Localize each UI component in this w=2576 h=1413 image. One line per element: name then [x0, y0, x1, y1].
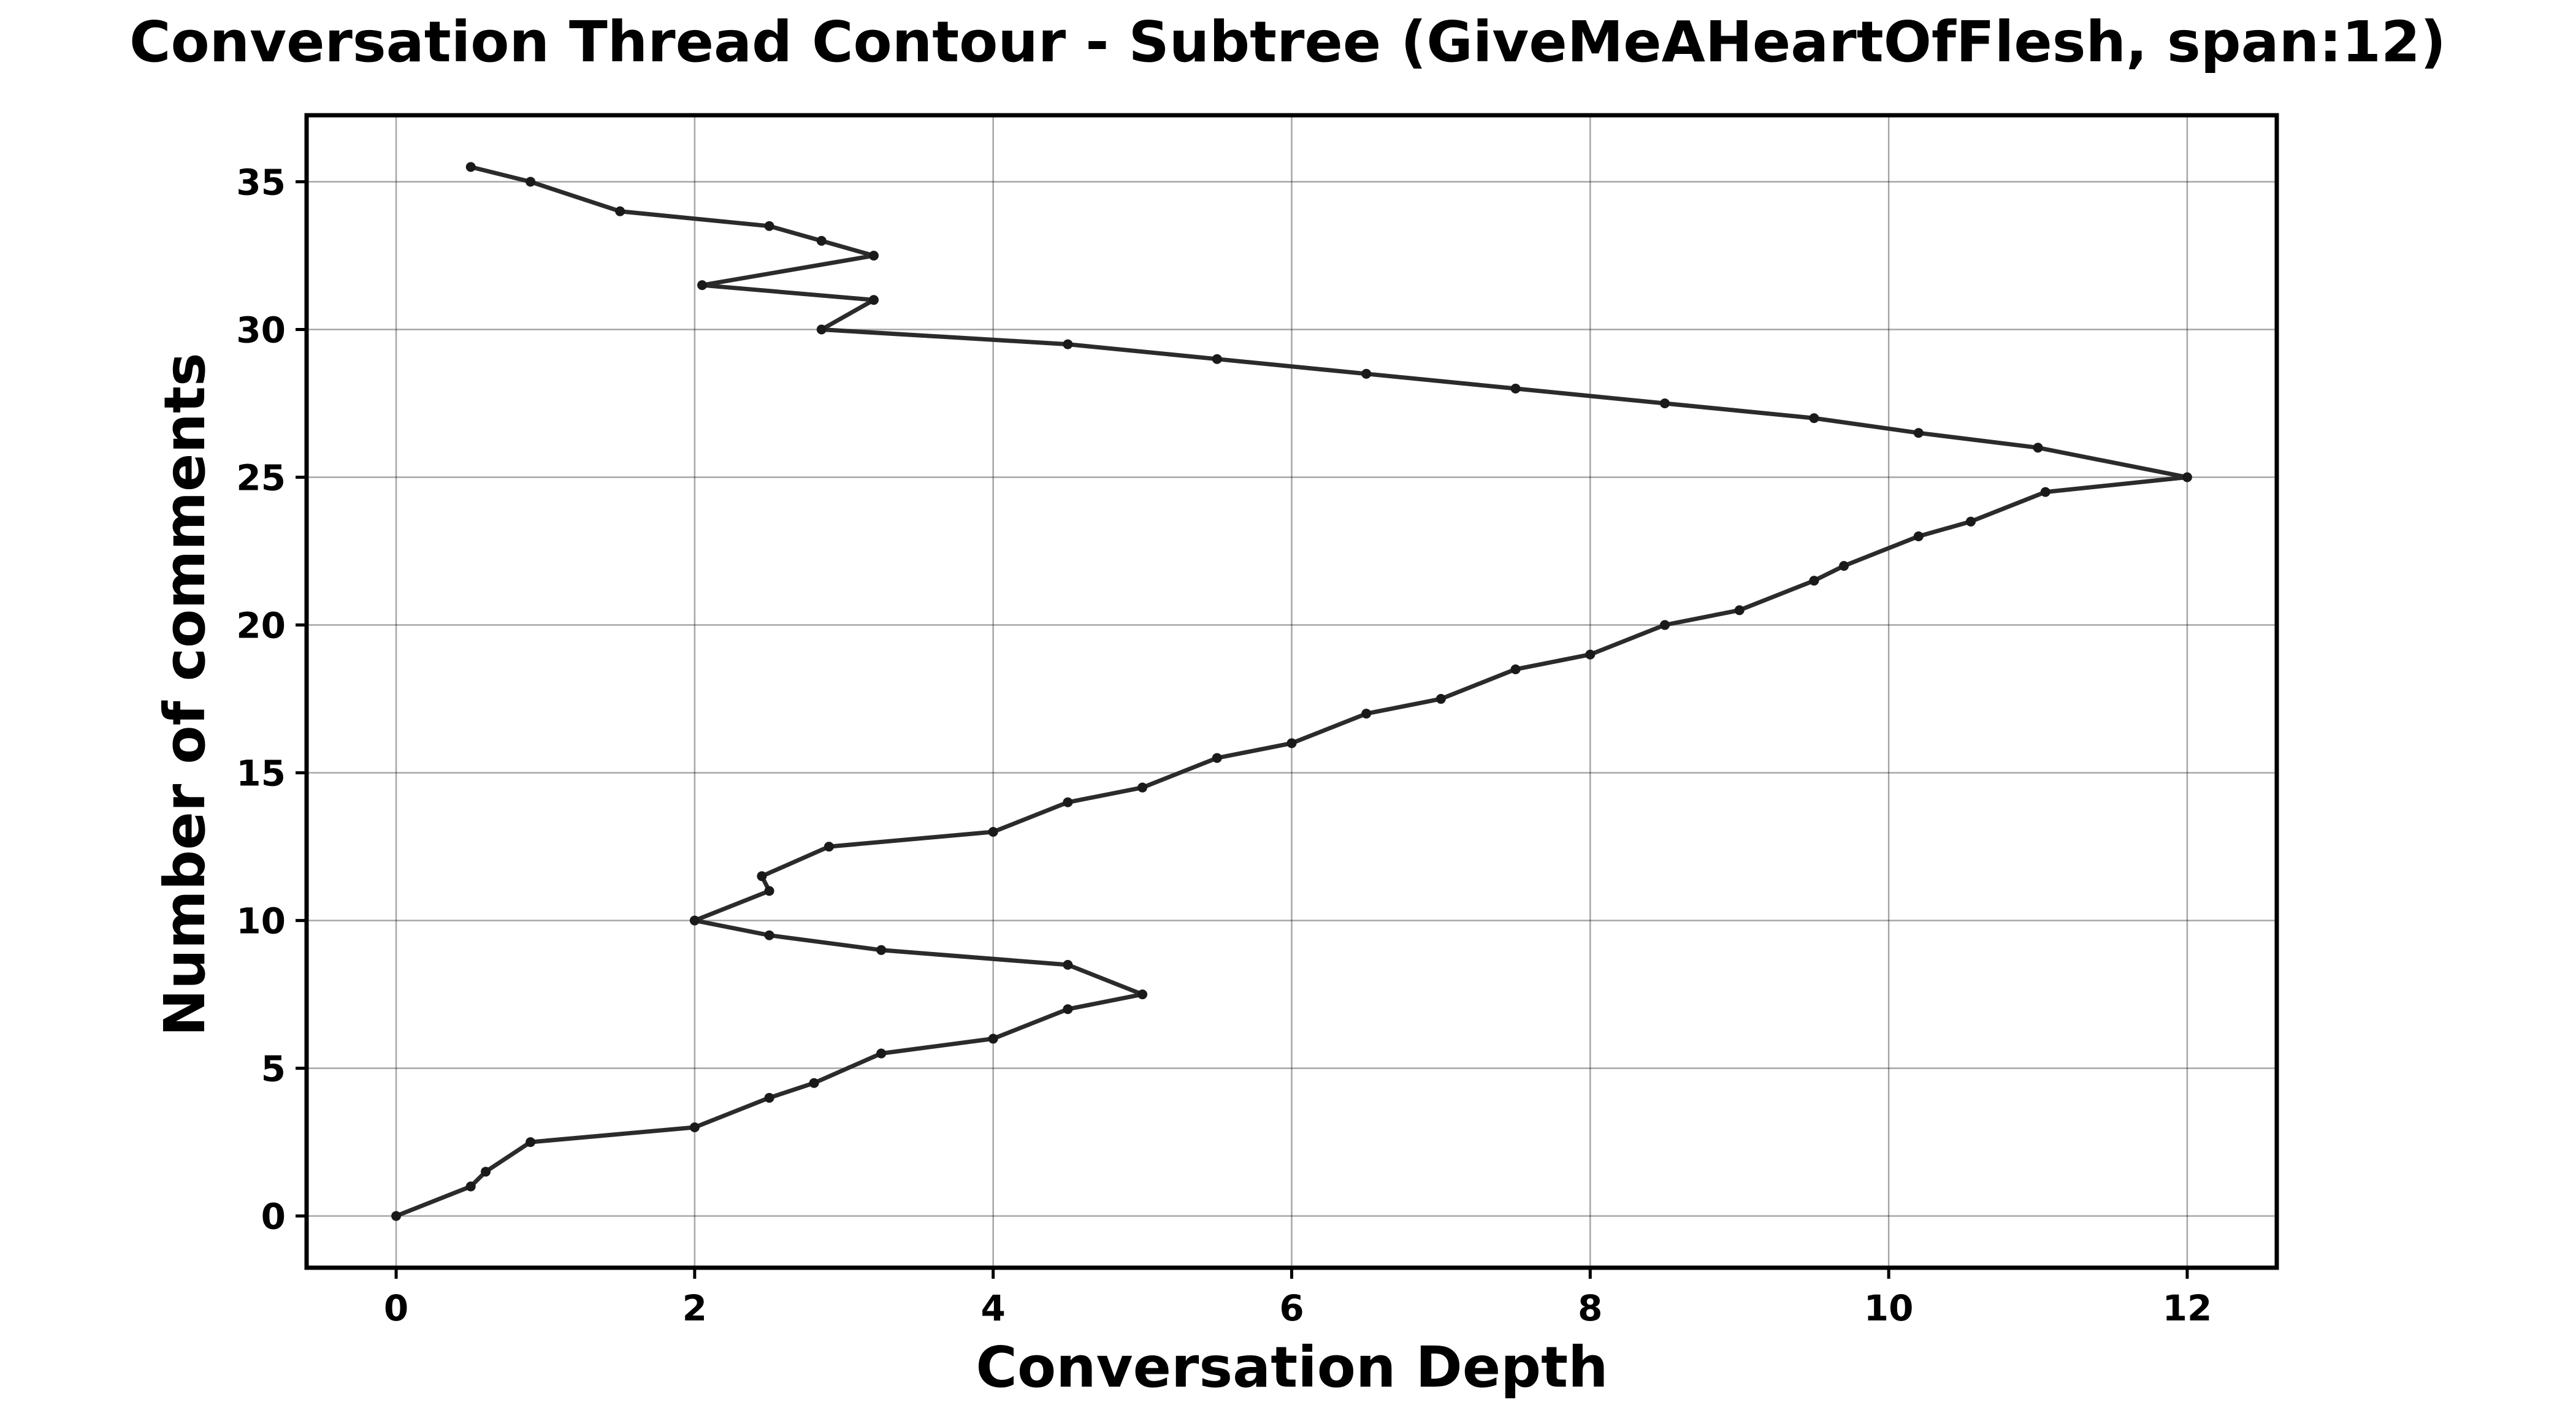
data-point [876, 1048, 887, 1059]
y-axis-label: Number of comments [152, 352, 218, 1036]
data-point [1212, 354, 1222, 364]
data-point [1063, 797, 1073, 807]
data-point [1137, 989, 1148, 1000]
data-point [689, 1122, 700, 1133]
data-point [1913, 531, 1924, 541]
data-point [526, 177, 536, 187]
data-point [1510, 383, 1521, 394]
data-point [1435, 694, 1446, 704]
data-point [876, 945, 887, 955]
data-point [868, 250, 879, 261]
data-point [1361, 709, 1372, 719]
data-point [988, 826, 998, 837]
data-point [816, 235, 827, 246]
data-point [465, 1181, 476, 1192]
data-point [1913, 428, 1924, 438]
x-tick-label: 8 [1578, 1287, 1602, 1329]
data-point [689, 915, 700, 926]
data-point [1585, 649, 1596, 660]
data-point [764, 886, 774, 896]
x-tick-label: 2 [682, 1287, 707, 1329]
data-point [1063, 959, 1073, 970]
chart-title: Conversation Thread Contour - Subtree (G… [129, 9, 2446, 75]
data-point [1809, 576, 1819, 586]
axis-ticks: 0 2 4 6 8 10 12 0 5 10 15 20 25 30 35 [236, 161, 2212, 1329]
data-point [988, 1034, 998, 1044]
series-line [395, 165, 2190, 1218]
data-point [1966, 516, 1976, 527]
data-point [1660, 398, 1670, 408]
data-point [757, 871, 767, 882]
data-point [1361, 368, 1372, 379]
x-tick-label: 10 [1864, 1287, 1914, 1329]
data-point [764, 1092, 774, 1103]
data-point [764, 930, 774, 940]
y-tick-label: 10 [236, 901, 286, 942]
y-tick-label: 0 [261, 1196, 286, 1238]
x-tick-label: 6 [1279, 1287, 1304, 1329]
data-point [526, 1137, 536, 1148]
y-tick-label: 5 [261, 1048, 286, 1090]
data-point [824, 842, 834, 852]
data-point [2040, 487, 2050, 497]
data-point [615, 206, 625, 216]
data-point [465, 162, 476, 172]
plot-frame [304, 113, 2279, 1270]
series-points [391, 162, 2192, 1221]
data-point [1286, 738, 1297, 748]
x-axis-label: Conversation Depth [976, 1335, 1608, 1400]
data-point [697, 280, 708, 291]
y-tick-label: 35 [236, 161, 286, 203]
x-tick-label: 0 [384, 1287, 408, 1329]
y-tick-label: 15 [236, 753, 286, 794]
data-point [1809, 413, 1819, 424]
y-tick-label: 25 [236, 457, 286, 499]
data-point [1063, 339, 1073, 349]
data-point [1660, 620, 1670, 630]
data-point [1839, 561, 1849, 571]
x-tick-label: 12 [2163, 1287, 2212, 1329]
data-point [2182, 472, 2192, 482]
data-point [868, 295, 879, 305]
y-tick-label: 20 [236, 605, 286, 647]
data-point [816, 324, 827, 335]
data-point [1734, 605, 1745, 615]
data-point [809, 1078, 819, 1088]
data-point [1212, 753, 1222, 763]
data-point [481, 1167, 491, 1177]
grid [307, 115, 2277, 1268]
data-point [1510, 664, 1521, 674]
data-point [391, 1211, 402, 1221]
y-tick-label: 30 [236, 309, 286, 351]
x-tick-label: 4 [981, 1287, 1006, 1329]
data-point [1137, 782, 1148, 793]
data-point [764, 221, 774, 231]
data-point [1063, 1004, 1073, 1015]
data-point [2033, 443, 2043, 453]
